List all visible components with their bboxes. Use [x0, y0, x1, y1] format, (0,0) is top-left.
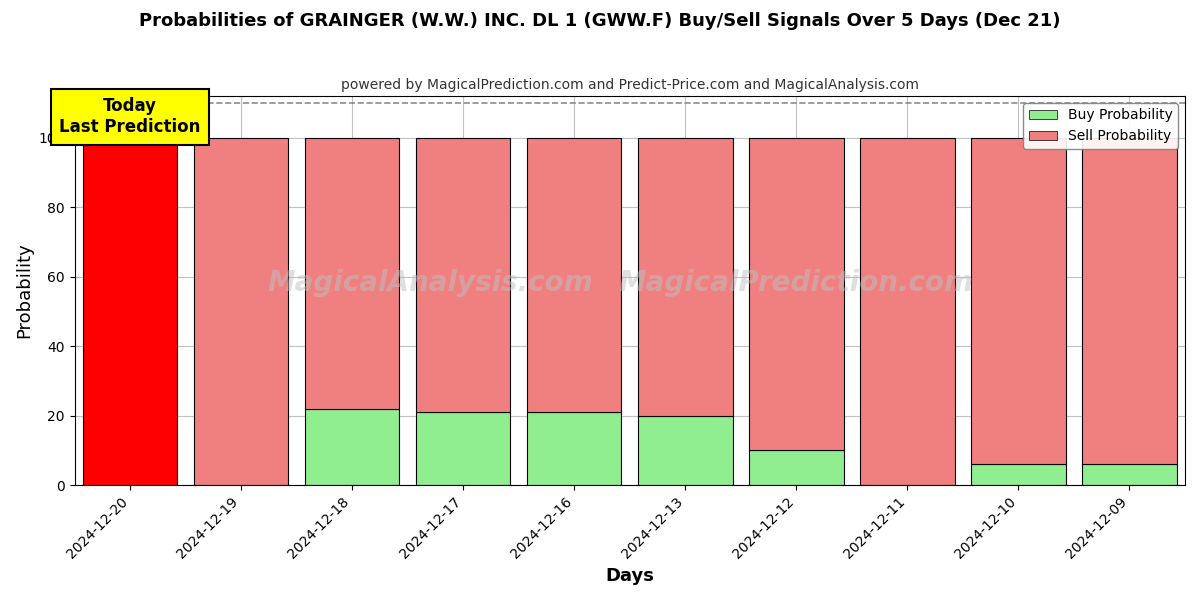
Bar — [638, 416, 732, 485]
Bar — [305, 137, 400, 409]
Bar — [1082, 137, 1177, 464]
Text: MagicalAnalysis.com: MagicalAnalysis.com — [268, 269, 593, 297]
Bar — [638, 137, 732, 416]
Legend: Buy Probability, Sell Probability: Buy Probability, Sell Probability — [1024, 103, 1178, 149]
Bar — [749, 451, 844, 485]
Bar — [527, 137, 622, 412]
Bar — [305, 409, 400, 485]
Title: powered by MagicalPrediction.com and Predict-Price.com and MagicalAnalysis.com: powered by MagicalPrediction.com and Pre… — [341, 78, 919, 92]
Bar — [971, 464, 1066, 485]
Bar — [1082, 464, 1177, 485]
X-axis label: Days: Days — [605, 567, 654, 585]
Bar — [83, 137, 178, 485]
Bar — [194, 137, 288, 485]
Bar — [416, 137, 510, 412]
Text: Today
Last Prediction: Today Last Prediction — [60, 97, 200, 136]
Bar — [971, 137, 1066, 464]
Text: MagicalPrediction.com: MagicalPrediction.com — [619, 269, 974, 297]
Text: Probabilities of GRAINGER (W.W.) INC. DL 1 (GWW.F) Buy/Sell Signals Over 5 Days : Probabilities of GRAINGER (W.W.) INC. DL… — [139, 12, 1061, 30]
Bar — [860, 137, 955, 485]
Bar — [527, 412, 622, 485]
Bar — [416, 412, 510, 485]
Bar — [749, 137, 844, 451]
Y-axis label: Probability: Probability — [16, 242, 34, 338]
